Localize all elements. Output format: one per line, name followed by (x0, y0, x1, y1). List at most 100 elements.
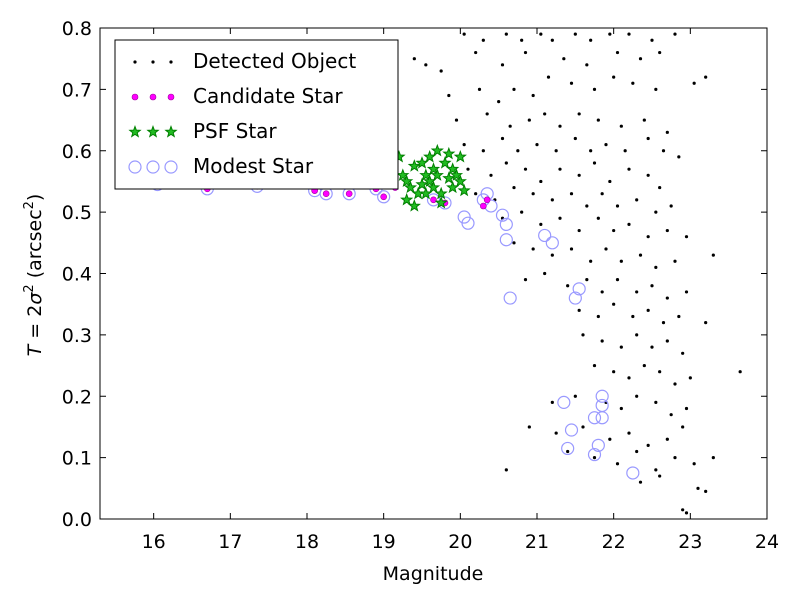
detected-object-point (688, 376, 692, 380)
detected-object-point (673, 382, 677, 386)
detected-object-point (462, 32, 466, 36)
x-axis-title: Magnitude (383, 563, 484, 585)
detected-object-point (539, 32, 543, 36)
detected-object-point (669, 413, 673, 417)
detected-object-point (627, 167, 631, 171)
legend-label-candidate: Candidate Star (193, 84, 343, 108)
detected-object-points (393, 32, 742, 515)
detected-object-point (612, 302, 616, 306)
detected-object-point (661, 321, 666, 325)
detected-object-point (520, 38, 524, 42)
detected-object-point (512, 241, 516, 245)
x-tick-label: 16 (142, 531, 166, 553)
modest-star-point (595, 411, 609, 425)
detected-object-point (612, 75, 616, 79)
modest-star-point (557, 395, 571, 409)
detected-object-point (600, 192, 604, 196)
detected-object-point (646, 443, 650, 447)
y-tick-label: 0.5 (62, 202, 92, 224)
detected-object-point (673, 456, 677, 460)
legend-swatch-psf (128, 125, 178, 138)
detected-object-point (631, 314, 635, 319)
modest-star-point (591, 438, 605, 452)
psf-star-point (396, 168, 410, 181)
detected-object-point (592, 363, 597, 368)
psf-star-point (438, 156, 452, 169)
psf-star-point (415, 177, 429, 191)
detected-object-point (665, 339, 669, 343)
detected-object-point (589, 38, 593, 42)
detected-object-point (596, 314, 600, 319)
detected-object-point (600, 339, 604, 343)
psf-star-point (442, 171, 456, 184)
detected-object-point (589, 259, 593, 263)
detected-object-point (619, 124, 623, 128)
detected-object-point (646, 136, 650, 141)
detected-object-point (612, 370, 616, 374)
legend-marker (164, 160, 178, 174)
detected-object-point (569, 247, 574, 251)
candidate-star-point (322, 190, 330, 198)
detected-object-point (531, 93, 535, 98)
modest-star-point (538, 228, 552, 243)
detected-object-point (681, 508, 685, 512)
candidate-star-point (345, 190, 353, 198)
detected-object-point (711, 456, 715, 460)
detected-object-point (638, 480, 643, 484)
y-tick-label: 0.8 (62, 18, 92, 40)
detected-object-point (546, 75, 551, 79)
detected-object-point (558, 216, 562, 220)
detected-object-point (642, 363, 646, 368)
detected-object-point (711, 253, 715, 257)
modest-star-point (495, 208, 510, 222)
psf-star-point (430, 168, 444, 181)
detected-object-point (573, 32, 577, 36)
detected-object-point (658, 474, 662, 478)
detected-object-point (615, 204, 620, 208)
legend-swatch-detected (133, 60, 173, 64)
detected-object-point (592, 161, 597, 165)
legend-marker (131, 93, 139, 101)
detected-object-point (504, 161, 508, 165)
detected-object-point (658, 370, 662, 374)
detected-object-point (608, 437, 612, 441)
detected-object-point (635, 198, 639, 202)
detected-object-point (681, 425, 685, 429)
detected-object-point (684, 290, 689, 294)
legend-marker (146, 125, 160, 138)
legend-entry-detected: Detected Object (133, 49, 356, 73)
x-tick-label: 19 (372, 531, 396, 553)
detected-object-point (650, 345, 654, 349)
detected-object-point (516, 149, 520, 153)
psf-star-point (407, 199, 421, 212)
detected-object-point (543, 271, 547, 276)
y-axis-title: T = 2σ2 (arcsec2) (22, 194, 46, 357)
psf-star-points (384, 143, 471, 212)
legend-label-modest: Modest Star (193, 154, 314, 178)
x-tick-label: 22 (602, 531, 626, 553)
modest-star-point (499, 233, 513, 247)
detected-object-point (604, 143, 608, 147)
detected-object-point (627, 222, 631, 226)
detected-object-point (638, 253, 643, 257)
detected-object-point (658, 185, 662, 190)
detected-object-point (512, 87, 516, 91)
detected-object-point (615, 50, 620, 55)
axis-tick-labels: 16 17 18 19 20 21 22 23 24 0.0 0.1 0.2 0.3 0.4 0.5 0.6 0… (62, 18, 779, 553)
detected-object-point (650, 284, 654, 288)
detected-object-point (646, 173, 650, 177)
detected-object-point (508, 124, 512, 128)
detected-object-point (481, 38, 485, 42)
detected-object-point (535, 143, 539, 147)
detected-object-point (523, 278, 528, 282)
detected-object-point (619, 406, 623, 411)
detected-object-point (635, 290, 639, 294)
detected-object-point (569, 81, 574, 85)
detected-object-point (665, 437, 669, 441)
detected-object-point (592, 456, 597, 460)
detected-object-point (481, 149, 485, 153)
legend-label-psf: PSF Star (193, 119, 277, 143)
detected-object-point (692, 462, 696, 466)
detected-object-point (477, 87, 482, 91)
